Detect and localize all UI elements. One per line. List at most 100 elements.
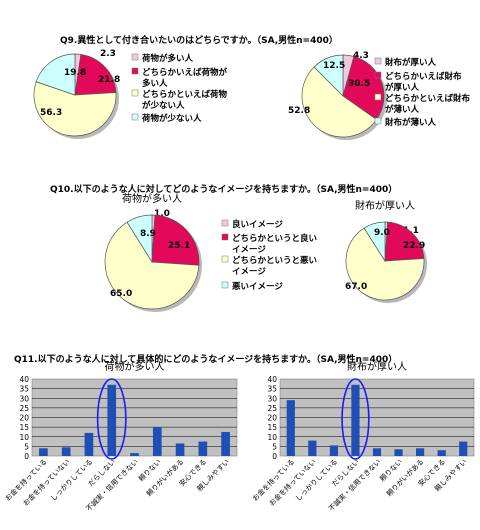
pie-data-label: 21.8 <box>98 75 120 85</box>
bar <box>416 448 425 456</box>
y-tick-label: 30 <box>267 394 277 403</box>
y-tick-label: 25 <box>19 404 29 413</box>
y-tick-label: 35 <box>19 385 29 394</box>
pie-slice <box>384 221 425 262</box>
y-tick-label: 10 <box>267 433 277 442</box>
pie-data-label: 30.5 <box>348 79 370 89</box>
legend-swatch <box>221 219 229 227</box>
y-tick-label: 35 <box>267 385 277 394</box>
y-tick-label: 5 <box>272 442 277 451</box>
x-tick-label: お金を持っている <box>3 457 49 503</box>
legend-label: どちらかといえば財布 <box>385 93 471 104</box>
pie-data-label: 1.1 <box>403 226 419 236</box>
pie-slice <box>313 54 344 97</box>
pie-slice <box>126 214 153 264</box>
legend-label: どちらかといえば荷物 <box>142 89 228 100</box>
pie-data-label: 25.1 <box>168 241 190 251</box>
pie-data-label: 8.9 <box>140 229 156 239</box>
pie-data-label: 9.0 <box>374 228 390 238</box>
legend-label: 悪いイメージ <box>232 281 283 292</box>
y-tick-label: 5 <box>24 442 29 451</box>
legend-swatch <box>221 255 229 263</box>
pie-title: 荷物が多い人 <box>122 192 182 205</box>
legend-label: 良いイメージ <box>232 219 283 230</box>
bar <box>130 453 139 456</box>
y-tick-label: 40 <box>19 375 29 384</box>
q10-heading: Q10.以下のような人に対してどのようなイメージを持ちますか。（SA,男性n=4… <box>50 185 398 195</box>
pie-slice <box>74 54 117 96</box>
bar <box>39 448 48 456</box>
pie-data-label: 2.3 <box>100 49 116 59</box>
pie-data-label: 52.8 <box>288 106 310 116</box>
pie-slice <box>151 214 200 266</box>
y-tick-label: 20 <box>267 414 277 423</box>
legend-label: どちらかというと悪い <box>232 255 317 266</box>
bar-chart-title: 財布が厚い人 <box>347 360 407 373</box>
legend-swatch <box>131 67 139 75</box>
legend-label: イメージ <box>232 267 266 277</box>
pie-data-label: 22.9 <box>403 241 425 251</box>
pie-data-label: 56.3 <box>40 108 62 118</box>
legend-swatch <box>221 233 229 241</box>
legend-swatch <box>374 117 382 125</box>
legend-swatch <box>221 281 229 289</box>
legend-label: どちらかというと良い <box>232 233 317 244</box>
bar <box>152 427 162 456</box>
legend-swatch <box>131 53 139 61</box>
y-tick-label: 15 <box>19 423 29 432</box>
legend-label: イメージ <box>232 245 266 255</box>
pie-data-label: 4.3 <box>353 51 369 61</box>
legend-label: が薄い人 <box>385 104 420 115</box>
y-tick-label: 10 <box>19 433 29 442</box>
legend-label: 財布が厚い人 <box>384 57 437 68</box>
y-tick-label: 25 <box>267 404 277 413</box>
legend-label: 多い人 <box>142 78 168 89</box>
pie-slice <box>342 56 385 121</box>
y-tick-label: 0 <box>272 452 277 461</box>
bar <box>61 447 71 456</box>
legend-label: 荷物が多い人 <box>141 53 194 64</box>
bar <box>221 431 230 456</box>
y-tick-label: 30 <box>19 394 29 403</box>
bar <box>394 449 403 456</box>
pie-data-label: 12.5 <box>323 61 345 71</box>
bar <box>175 443 185 456</box>
legend-label: どちらかいえば財布 <box>385 71 462 82</box>
legend-swatch <box>374 57 382 65</box>
bar <box>459 441 468 456</box>
pie-slice <box>345 227 425 301</box>
legend-label: 荷物が少ない人 <box>141 113 202 124</box>
pie-slice <box>33 81 117 137</box>
legend-label: どちらかいえば荷物が <box>142 67 228 78</box>
bar <box>107 384 117 456</box>
legend-label: 財布が薄い人 <box>384 117 437 128</box>
pie-slice <box>35 53 76 96</box>
bar <box>308 440 317 456</box>
legend-label: が少ない人 <box>142 100 185 111</box>
bar <box>286 400 295 456</box>
y-tick-label: 20 <box>19 414 29 423</box>
legend-swatch <box>374 71 382 79</box>
pie-slice <box>104 221 200 310</box>
bar <box>329 445 338 456</box>
pie-data-label: 65.0 <box>110 289 132 299</box>
pie-data-label: 1.0 <box>154 209 170 219</box>
highlight-ellipse <box>96 378 127 460</box>
bar <box>84 432 94 456</box>
legend-label: が厚い人 <box>385 82 420 93</box>
bar <box>351 384 360 456</box>
pie-title: 財布が厚い人 <box>355 199 415 212</box>
q9-heading: Q9.異性として付き合いたいのはどちらですか。（SA,男性n=400） <box>60 36 338 46</box>
pie-slice <box>301 66 378 138</box>
bar <box>198 441 208 456</box>
legend-swatch <box>374 93 382 101</box>
bar <box>437 450 446 456</box>
pie-data-label: 19.8 <box>64 68 86 78</box>
bar-chart-title: 荷物が多い人 <box>105 360 165 373</box>
y-tick-label: 0 <box>24 452 29 461</box>
pie-slice <box>363 221 386 263</box>
legend-swatch <box>131 89 139 97</box>
y-tick-label: 15 <box>267 423 277 432</box>
q11-heading: Q11.以下のような人に対して具体的にどのようなイメージを持ちますか。（SA,男… <box>14 355 398 365</box>
